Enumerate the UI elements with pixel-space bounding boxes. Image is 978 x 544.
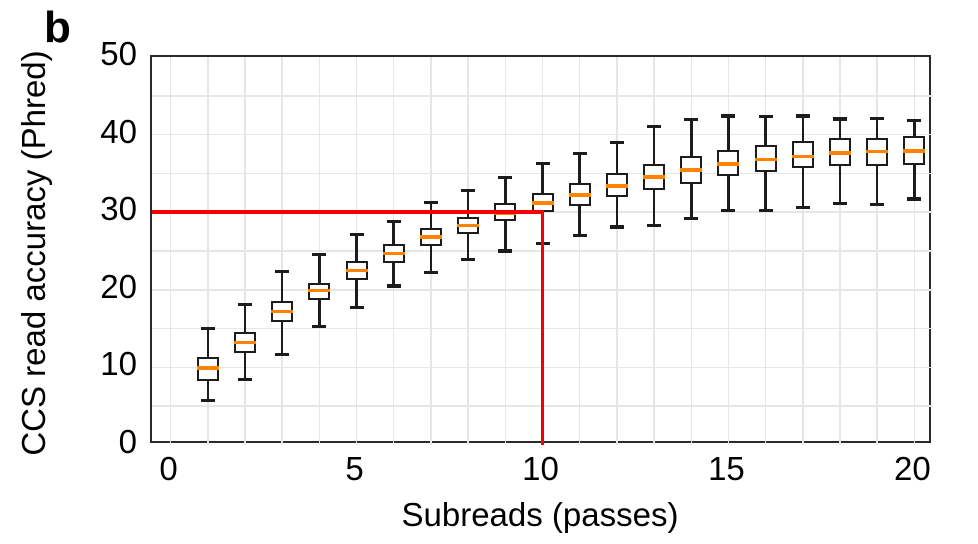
boxplot-cap-bottom [721, 209, 736, 213]
boxplot-median [866, 149, 889, 154]
boxplot-median [903, 149, 926, 153]
x-gridline [207, 57, 209, 445]
boxplot-median [791, 154, 814, 159]
boxplot-cap-bottom [386, 284, 401, 288]
boxplot-cap-bottom [907, 197, 922, 201]
boxplot-cap-top [386, 219, 401, 224]
boxplot-median [829, 151, 852, 156]
x-gridline [913, 57, 916, 445]
y-tick-label: 10 [100, 345, 137, 383]
boxplot-cap-top [795, 114, 810, 118]
boxplot-cap-bottom [758, 209, 773, 213]
y-tick-label: 20 [100, 267, 137, 305]
boxplot-cap-top [349, 233, 364, 237]
boxplot-cap-top [535, 161, 550, 165]
x-tick-label: 0 [159, 450, 178, 487]
x-gridline [318, 57, 321, 445]
boxplot-median [680, 168, 703, 173]
boxplot-cap-bottom [870, 202, 885, 207]
x-gridline [244, 57, 246, 445]
boxplot-cap-top [423, 200, 438, 204]
boxplot-cap-top [870, 116, 885, 120]
boxplot-median [717, 162, 740, 166]
boxplot-median [457, 223, 480, 228]
boxplot-cap-bottom [312, 324, 327, 328]
x-gridline [653, 57, 655, 445]
x-gridline [876, 57, 878, 445]
boxplot-median [382, 251, 405, 256]
x-gridline [839, 57, 841, 445]
boxplot-median [754, 157, 777, 162]
reference-line-horizontal [152, 210, 545, 214]
boxplot-cap-bottom [349, 306, 364, 310]
boxplot-median [568, 193, 591, 197]
boxplot-median [271, 309, 294, 314]
x-gridline [802, 57, 804, 445]
boxplot-cap-top [200, 327, 215, 331]
boxplot-cap-top [833, 117, 848, 121]
boxplot-cap-top [498, 175, 513, 179]
boxplot-cap-top [609, 140, 624, 144]
boxplot-median [531, 201, 554, 205]
boxplot-cap-top [461, 188, 476, 193]
boxplot-median [308, 288, 331, 293]
boxplot-cap-top [758, 115, 773, 119]
x-tick-label: 20 [894, 450, 931, 487]
x-gridline [690, 57, 692, 445]
boxplot-cap-top [275, 269, 290, 273]
boxplot-cap-top [237, 302, 252, 307]
boxplot-median [233, 340, 256, 345]
x-tick-label: 10 [522, 450, 559, 487]
boxplot-cap-bottom [461, 257, 476, 262]
boxplot-cap-bottom [275, 352, 290, 356]
boxplot-cap-top [312, 253, 327, 257]
boxplot-cap-bottom [572, 233, 587, 238]
boxplot-cap-top [647, 125, 662, 129]
boxplot-cap-bottom [833, 202, 848, 206]
boxplot-cap-top [721, 114, 736, 118]
boxplot-cap-bottom [237, 378, 252, 382]
x-axis-label: Subreads (passes) [401, 496, 679, 533]
boxplot-median [605, 184, 628, 188]
y-tick-label: 0 [118, 423, 137, 460]
y-tick-label: 50 [100, 35, 137, 72]
y-axis-label: CCS read accuracy (Phred) [15, 50, 52, 456]
x-gridline [169, 57, 172, 445]
boxplot-median [196, 366, 219, 370]
boxplot-box [791, 140, 814, 168]
x-gridline [578, 57, 581, 445]
boxplot-cap-bottom [609, 225, 624, 229]
x-gridline [281, 57, 283, 445]
boxplot-cap-bottom [200, 399, 215, 403]
boxplot-cap-bottom [647, 223, 662, 227]
boxplot-cap-bottom [684, 216, 699, 220]
boxplot-cap-bottom [795, 205, 810, 210]
boxplot-median [643, 175, 666, 180]
boxplot-median [345, 268, 368, 273]
boxplot-median [419, 235, 442, 239]
x-tick-label: 5 [345, 450, 364, 487]
x-gridline [727, 57, 730, 445]
x-tick-label: 15 [708, 450, 745, 487]
x-gridline [616, 57, 618, 445]
boxplot-cap-top [572, 151, 587, 155]
y-tick-label: 40 [100, 112, 137, 150]
boxplot-cap-bottom [498, 249, 513, 253]
y-tick-label: 30 [100, 190, 137, 228]
reference-line-vertical [540, 212, 545, 445]
panel-label: b [44, 3, 71, 52]
boxplot-cap-bottom [423, 271, 438, 275]
plot-area [150, 55, 933, 445]
x-gridline [764, 57, 767, 445]
boxplot-cap-top [907, 119, 922, 123]
boxplot-cap-top [684, 118, 699, 122]
